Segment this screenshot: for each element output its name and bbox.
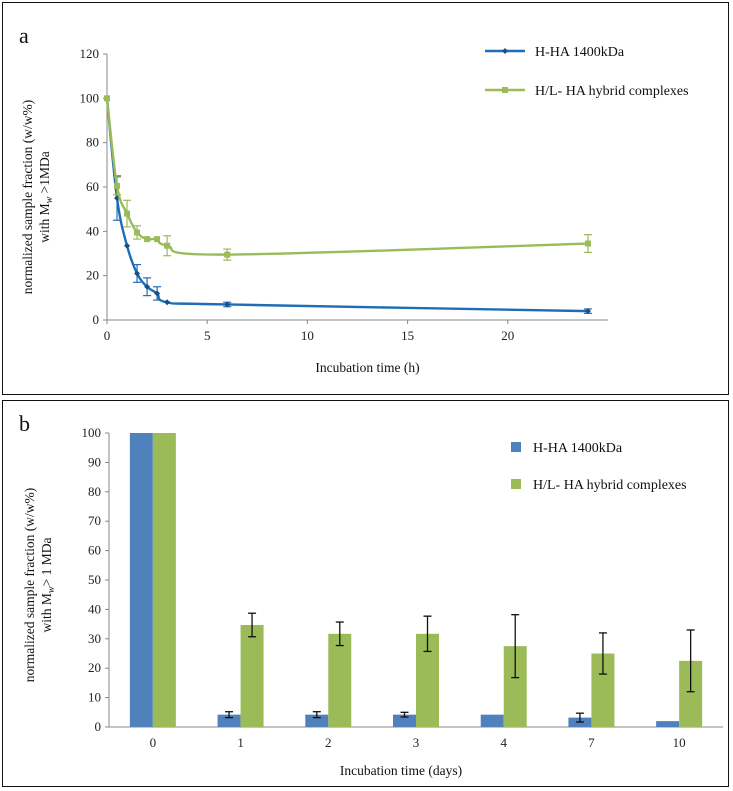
x-axis-title-b: Incubation time (days) (340, 763, 462, 778)
bar-b-0 (129, 433, 153, 727)
x-tick-label-a: 20 (501, 328, 514, 343)
y-tick-label-b: 40 (88, 601, 101, 616)
data-point-a (224, 301, 231, 308)
y-tick-label-b: 30 (88, 631, 101, 646)
bar-b-1 (591, 653, 615, 727)
bar-b-1 (416, 633, 439, 727)
bar-b-0 (480, 714, 504, 727)
y-tick-label-b: 20 (88, 660, 101, 675)
y-tick-label-a: 100 (80, 90, 100, 105)
legend-label-a-1: H/L- HA hybrid complexes (535, 84, 689, 99)
y-tick-label-b: 70 (88, 513, 101, 528)
data-point-a (584, 308, 591, 315)
y-axis-title-b-line2: with Mw> 1 MDa (39, 538, 57, 633)
y-tick-label-a: 80 (86, 135, 99, 150)
data-point-a (124, 210, 131, 217)
data-point-a (104, 95, 110, 102)
bar-b-1 (328, 633, 352, 727)
y-axis-title-b: normalized sample fraction (w/w%) with Mw… (22, 488, 57, 683)
data-point-a (154, 290, 161, 297)
x-tick-label-b: 10 (673, 735, 686, 750)
x-tick-label-b: 2 (325, 735, 332, 750)
y-tick-label-b: 50 (88, 572, 101, 587)
y-tick-label-a: 120 (80, 46, 100, 61)
series-line-a-1 (105, 98, 588, 256)
bar-b-1 (152, 433, 176, 727)
bar-b-0 (305, 714, 329, 727)
panel-letter-b: b (19, 411, 30, 436)
y-tick-label-b: 10 (88, 690, 101, 705)
chart-a: a 0 20 40 60 80 100 120 0 5 10 15 20 Incubation time … (19, 23, 689, 375)
x-tick-label-b: 0 (150, 735, 157, 750)
data-point-a (124, 242, 131, 249)
panel-b: b 0 10 20 30 40 50 60 70 80 90 100 0 1 2 3 4 7 10 Incubatio… (2, 400, 729, 787)
x-tick-label-b: 3 (413, 735, 420, 750)
bar-b-1 (503, 646, 527, 727)
x-tick-label-a: 5 (204, 328, 211, 343)
bar-b-0 (393, 714, 416, 727)
legend-label-a-0: H-HA 1400kDa (535, 45, 625, 60)
data-point-a (164, 242, 171, 249)
data-point-a (164, 299, 171, 306)
data-point-a (224, 251, 231, 258)
x-tick-label-b: 4 (500, 735, 507, 750)
x-tick-label-a: 0 (104, 328, 111, 343)
y-tick-label-b: 100 (82, 425, 102, 440)
legend-swatch-b-1 (511, 479, 521, 489)
y-tick-label-b: 80 (88, 484, 101, 499)
legend-label-b-1: H/L- HA hybrid complexes (533, 478, 687, 493)
x-tick-label-b: 7 (588, 735, 595, 750)
legend-swatch-b-0 (511, 442, 521, 452)
y-axis-title-b-line1: normalized sample fraction (w/w%) (22, 488, 37, 683)
bar-b-1 (679, 660, 703, 727)
y-tick-label-a: 20 (86, 268, 99, 283)
bar-b-0 (656, 721, 680, 727)
y-axis-title-a: normalized sample fraction (w/w%) with Mw… (20, 100, 55, 295)
x-tick-label-a: 15 (401, 328, 414, 343)
y-tick-label-b: 90 (88, 454, 101, 469)
bar-b-0 (217, 714, 241, 727)
panel-letter-a: a (19, 23, 29, 48)
panel-a: a 0 20 40 60 80 100 120 0 5 10 15 20 Incubation time … (2, 2, 729, 395)
x-tick-label-b: 1 (237, 735, 244, 750)
legend-marker-a-1 (502, 87, 508, 93)
series-line-a-0 (105, 98, 588, 313)
y-tick-label-a: 0 (93, 312, 100, 327)
y-tick-label-a: 60 (86, 179, 99, 194)
y-tick-label-b: 60 (88, 543, 101, 558)
y-axis-title-a-line1: normalized sample fraction (w/w%) (20, 100, 35, 295)
data-point-a (134, 270, 141, 277)
data-point-a (584, 240, 591, 247)
y-tick-label-a: 40 (86, 223, 99, 238)
y-tick-label-b: 0 (95, 719, 102, 734)
data-point-a (114, 182, 121, 189)
legend-label-b-0: H-HA 1400kDa (533, 441, 623, 456)
chart-b: b 0 10 20 30 40 50 60 70 80 90 100 0 1 2 3 4 7 10 Incubatio… (19, 411, 723, 778)
x-axis-title-a: Incubation time (h) (315, 360, 419, 375)
data-point-a (134, 229, 141, 236)
bar-b-1 (240, 624, 264, 727)
data-point-a (144, 283, 151, 290)
legend-marker-a-0 (502, 48, 508, 54)
data-point-a (154, 236, 161, 243)
data-point-a (144, 236, 151, 243)
y-axis-title-a-line2: with Mw >1MDa (37, 151, 55, 243)
x-tick-label-a: 10 (301, 328, 314, 343)
